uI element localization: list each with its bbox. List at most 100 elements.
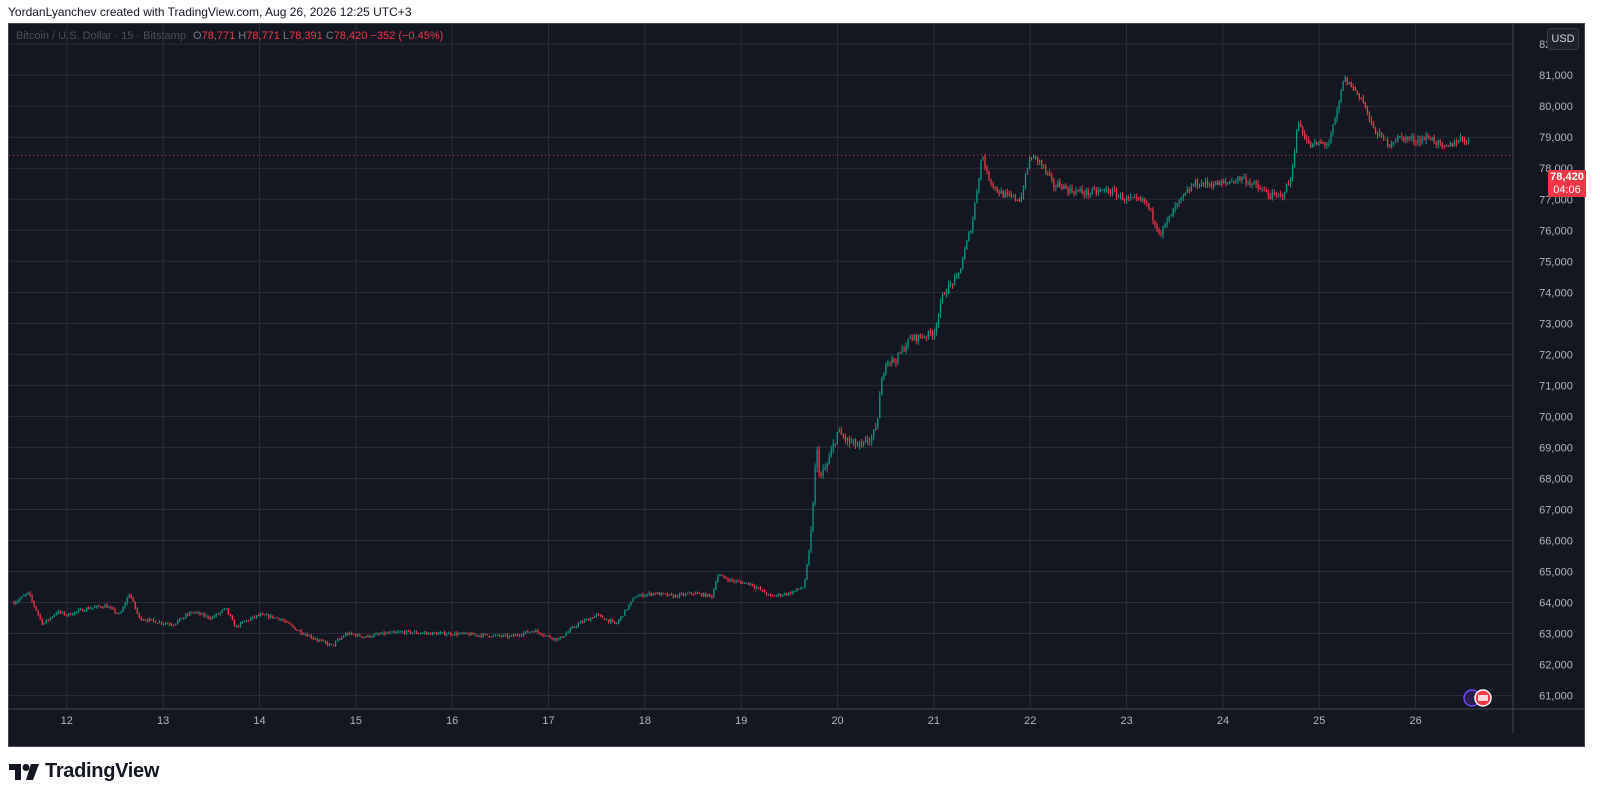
candle-body	[650, 593, 652, 596]
candle-body	[1103, 189, 1106, 191]
candle-body	[1399, 136, 1401, 138]
candle-body	[684, 593, 687, 596]
candle-body	[434, 632, 436, 634]
candle-body	[519, 635, 521, 637]
candle-body	[351, 632, 353, 635]
candle-body	[442, 632, 444, 634]
candle-body	[1376, 134, 1379, 137]
price-tick-label: 75,000	[1539, 256, 1573, 268]
time-tick-label: 15	[350, 715, 362, 727]
candle-body	[326, 642, 329, 646]
candle-body	[832, 443, 834, 450]
candle-body	[51, 616, 53, 618]
tradingview-logo[interactable]: TradingView	[9, 760, 159, 783]
candle-body	[84, 610, 86, 612]
candle-body	[828, 457, 830, 464]
candle-body	[925, 336, 928, 338]
candle-body	[1279, 194, 1282, 196]
candle-body	[498, 634, 501, 636]
candle-body	[413, 631, 416, 633]
candle-body	[943, 293, 946, 295]
candle-body	[1136, 197, 1138, 199]
candle-body	[1235, 180, 1237, 183]
candle-body	[531, 631, 533, 633]
currency-button[interactable]: USD	[1547, 28, 1579, 50]
candle-body	[682, 593, 685, 596]
candle-body	[1065, 185, 1067, 188]
candle-body	[589, 617, 592, 621]
candle-body	[146, 620, 149, 622]
candle-body	[33, 601, 35, 607]
candle-body	[189, 612, 191, 615]
candle-body	[373, 634, 375, 637]
candle-body	[1455, 141, 1458, 144]
candle-body	[523, 632, 525, 636]
candle-body	[31, 595, 33, 602]
candle-body	[393, 631, 395, 633]
candle-body	[203, 613, 205, 617]
candle-body	[340, 637, 343, 640]
candle-body	[767, 594, 770, 596]
candle-body	[144, 619, 147, 621]
candle-body	[1271, 192, 1273, 199]
candle-body	[468, 633, 470, 636]
candle-body	[862, 441, 865, 445]
candle-body	[318, 640, 321, 642]
candle-body	[816, 450, 818, 467]
candle-body	[1036, 157, 1039, 163]
candle-body	[992, 183, 994, 187]
candle-body	[41, 618, 43, 625]
candle-body	[460, 632, 462, 634]
candle-body	[784, 593, 786, 596]
candle-body	[23, 595, 25, 597]
candle-body	[300, 630, 302, 634]
candle-body	[332, 644, 335, 646]
candle-body	[747, 582, 749, 585]
candle-body	[966, 240, 968, 250]
candle-body	[879, 395, 881, 419]
chart-caption: YordanLyanchev created with TradingView.…	[8, 5, 412, 19]
candle-body	[345, 633, 347, 637]
candle-body	[102, 607, 104, 609]
candle-body	[622, 615, 624, 617]
low-label: L	[282, 30, 290, 42]
candle-body	[1071, 187, 1073, 192]
candle-body	[1453, 141, 1456, 147]
candle-body	[1215, 181, 1217, 185]
candle-body	[1237, 177, 1239, 181]
candle-body	[150, 618, 153, 620]
candle-body	[614, 621, 616, 624]
candle-body	[1273, 192, 1276, 194]
candle-body	[405, 630, 408, 634]
candle-body	[1041, 160, 1043, 166]
candle-body	[897, 353, 899, 364]
candle-body	[575, 626, 577, 628]
candle-body	[871, 435, 873, 442]
candle-body	[1121, 193, 1124, 200]
candle-body	[1119, 193, 1122, 196]
candle-body	[330, 643, 333, 645]
candle-body	[782, 595, 784, 597]
time-tick-label: 17	[542, 715, 554, 727]
candle-body	[1138, 197, 1140, 199]
candle-body	[381, 632, 383, 635]
candle-body	[976, 191, 978, 204]
time-tick-label: 14	[253, 715, 265, 727]
candle-body	[1075, 190, 1077, 194]
candle-body	[454, 632, 456, 635]
candle-body	[290, 623, 292, 626]
candle-body	[377, 633, 379, 635]
candle-body	[462, 632, 464, 634]
candle-body	[567, 631, 569, 634]
candle-body	[1340, 89, 1342, 103]
candle-body	[881, 378, 883, 396]
candle-body	[183, 617, 185, 620]
candle-body	[994, 186, 996, 188]
candle-body	[59, 611, 62, 613]
candle-body	[854, 439, 857, 446]
candle-body	[1281, 194, 1284, 197]
candle-body	[893, 358, 895, 362]
candle-body	[1409, 138, 1411, 140]
candle-body	[1291, 166, 1294, 179]
